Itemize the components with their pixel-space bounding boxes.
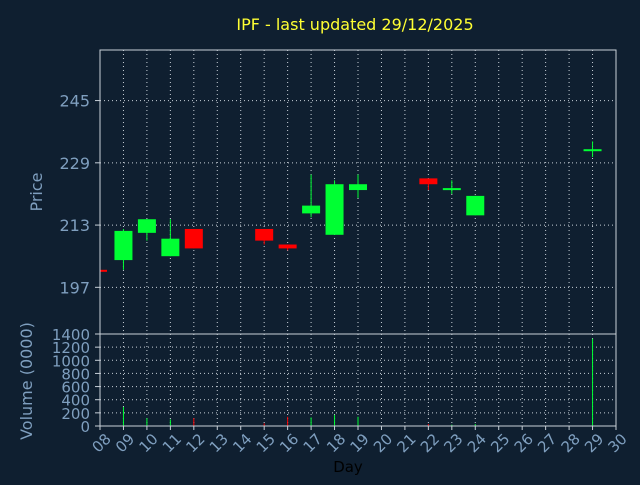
volume-y-tick-label: 200: [61, 405, 90, 423]
candle-body: [419, 178, 438, 185]
candle: [325, 180, 344, 235]
candle: [419, 178, 438, 191]
candle: [100, 269, 107, 272]
candle-body: [583, 149, 602, 152]
x-tick-label: 29: [581, 430, 607, 456]
candle: [302, 174, 321, 218]
x-tick-label: 25: [487, 430, 513, 456]
volume-y-tick-label: 1400: [52, 326, 90, 344]
candle-body: [137, 219, 156, 233]
x-tick-label: 21: [393, 430, 419, 456]
candle: [161, 219, 180, 257]
price-y-ticks: 197 213 229 245: [59, 92, 100, 297]
candle: [349, 174, 367, 198]
x-tick-label: 08: [89, 430, 115, 456]
candle-body: [161, 238, 180, 257]
price-y-tick-label: 245: [59, 92, 90, 111]
volume-frame: [99, 333, 617, 427]
x-tick-label: 12: [182, 430, 208, 456]
volume-grid: [100, 334, 616, 426]
x-tick-label: 23: [440, 430, 466, 456]
candle-body: [278, 244, 297, 249]
x-tick-label: 10: [135, 430, 161, 456]
x-tick-label: 09: [112, 430, 138, 456]
volume-y-tick-label: 400: [61, 392, 90, 410]
x-tick-label: 22: [417, 430, 443, 456]
candle-body: [466, 195, 485, 216]
volume-y-tick-label: 600: [61, 379, 90, 397]
candle: [184, 228, 203, 249]
volume-y-tick-label: 1200: [52, 339, 90, 357]
x-tick-label: 14: [229, 430, 255, 456]
price-y-tick-label: 229: [59, 154, 90, 173]
x-tick-label: 28: [558, 430, 584, 456]
candle-body: [255, 228, 274, 241]
x-tick-label: 19: [347, 430, 373, 456]
volume-y-tick-label: 800: [61, 365, 90, 383]
candle-body: [114, 230, 133, 261]
candle-body: [442, 188, 461, 191]
x-tick-label: 13: [206, 430, 232, 456]
candle: [114, 228, 133, 270]
x-tick-label: 17: [300, 430, 326, 456]
price-grid: [100, 50, 616, 334]
x-tick-label: 24: [464, 430, 490, 456]
x-tick-label: 18: [323, 430, 349, 456]
volume-y-axis-label: Volume (0000): [17, 322, 36, 440]
candle-body: [349, 184, 367, 191]
candle: [583, 141, 602, 157]
x-tick-label: 27: [534, 430, 560, 456]
candle: [278, 244, 297, 251]
chart-title: IPF - last updated 29/12/2025: [236, 15, 473, 34]
x-tick-label: 30: [605, 430, 631, 456]
x-axis-label: Day: [333, 458, 363, 476]
volume-y-tick-label: 0: [80, 418, 90, 436]
candle: [466, 195, 485, 216]
candle-body: [184, 228, 203, 249]
price-candles: [100, 141, 602, 272]
price-y-tick-label: 197: [59, 278, 90, 297]
x-tick-label: 15: [253, 430, 279, 456]
x-tick-label: 26: [511, 430, 537, 456]
x-tick-label: 11: [159, 430, 185, 456]
volume-y-tick-label: 1000: [52, 352, 90, 370]
candle-body: [100, 269, 107, 272]
candle-body: [325, 184, 344, 235]
price-y-axis-label: Price: [27, 172, 46, 211]
candle: [137, 219, 156, 241]
candle-body: [302, 205, 321, 214]
candle: [255, 228, 274, 245]
volume-bars: [99, 338, 594, 426]
x-tick-label: 20: [370, 430, 396, 456]
x-ticks: 0809101112131415161718192021222324252627…: [89, 426, 631, 456]
price-y-tick-label: 213: [59, 216, 90, 235]
x-tick-label: 16: [276, 430, 302, 456]
candle: [442, 180, 461, 194]
